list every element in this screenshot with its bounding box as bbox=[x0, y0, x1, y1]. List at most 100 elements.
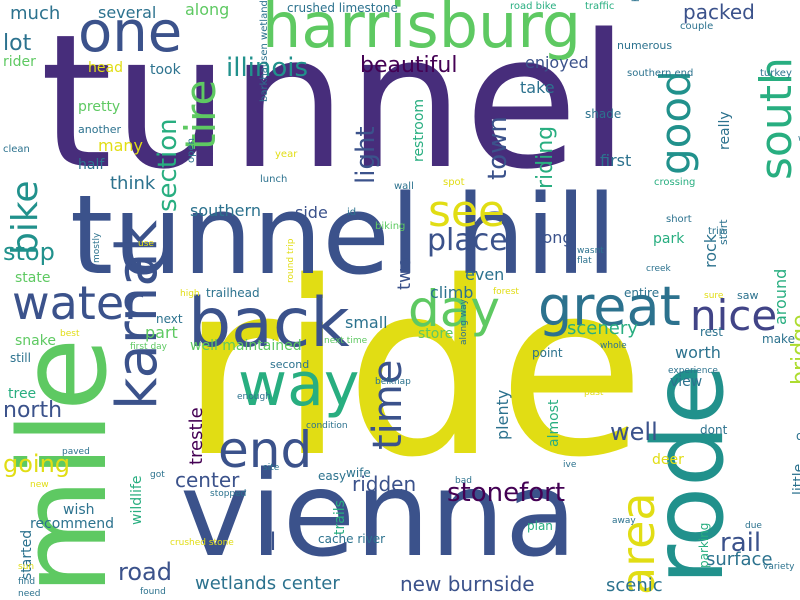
word-couple: couple bbox=[680, 21, 714, 32]
word-stopped: stopped bbox=[210, 489, 247, 499]
word-short: short bbox=[666, 214, 692, 225]
word-creek: creek bbox=[646, 264, 671, 274]
word-best: best bbox=[60, 329, 80, 339]
word-mostly: mostly bbox=[92, 232, 102, 263]
word-due: due bbox=[745, 521, 762, 531]
word-trails: trails bbox=[332, 500, 348, 535]
word-hour: hour bbox=[631, 0, 642, 2]
word-trip: trip bbox=[708, 226, 726, 237]
word-light: light bbox=[351, 126, 381, 184]
word-crushed-stone: crushed stone bbox=[170, 538, 234, 548]
word-ride: ride bbox=[180, 230, 646, 510]
word-enjoyed: enjoyed bbox=[525, 53, 589, 72]
word-wife: wife bbox=[346, 466, 371, 480]
word-much: much bbox=[10, 3, 61, 24]
word-water: water bbox=[12, 276, 144, 330]
word-well: well bbox=[610, 418, 658, 446]
word-clean: clean bbox=[3, 144, 30, 155]
word-started: started bbox=[19, 529, 35, 580]
word-scenic: scenic bbox=[606, 575, 663, 596]
word-time: time bbox=[365, 359, 411, 450]
word-il: il bbox=[263, 528, 277, 556]
word-surface: surface bbox=[706, 549, 773, 570]
word-two: two bbox=[394, 257, 415, 290]
word-cache-river: cache river bbox=[318, 532, 386, 546]
word-found: found bbox=[140, 587, 166, 597]
word-new-burnside: new burnside bbox=[400, 572, 535, 596]
word-beautiful: beautiful bbox=[360, 53, 458, 78]
word-numerous: numerous bbox=[617, 39, 673, 52]
word-packed: packed bbox=[683, 0, 755, 24]
word-plenty: plenty bbox=[493, 389, 512, 440]
word-paved: paved bbox=[62, 447, 90, 457]
word-got: got bbox=[150, 470, 165, 480]
word-tunnel-hill: tunnel hill bbox=[70, 171, 617, 299]
word-whole: whole bbox=[600, 341, 627, 351]
word-new: new bbox=[30, 480, 49, 490]
word-condition: condition bbox=[306, 421, 348, 431]
word-stonefort: stonefort bbox=[447, 478, 566, 508]
word-lunch: lunch bbox=[260, 174, 288, 185]
word-barkhausen-wetlands: barkhausen wetlands bbox=[259, 0, 270, 102]
word-great: great bbox=[538, 275, 681, 338]
word-nice: nice bbox=[690, 291, 778, 340]
word-sure: sure bbox=[704, 291, 724, 301]
word-state: state bbox=[15, 270, 51, 286]
word-experience: experience bbox=[668, 366, 718, 376]
word-id: id bbox=[347, 207, 357, 218]
word-crushed-limestone: crushed limestone bbox=[287, 1, 398, 15]
word-southern: southern bbox=[190, 201, 261, 220]
word-first: first bbox=[600, 151, 632, 170]
word-site: site bbox=[263, 463, 280, 473]
word-wasnt: wasnt bbox=[577, 246, 604, 256]
word-round-trip: round trip bbox=[286, 238, 296, 283]
word-take: take bbox=[520, 78, 555, 97]
word-stop: stop bbox=[3, 238, 55, 266]
word-scenery: scenery bbox=[567, 318, 638, 339]
word-year: year bbox=[275, 149, 298, 160]
word-second: second bbox=[270, 358, 310, 371]
word-end: end bbox=[218, 421, 313, 479]
word-lot: lot bbox=[3, 31, 32, 56]
word-wildlife: wildlife bbox=[129, 475, 145, 525]
word-parking: parking bbox=[697, 522, 711, 568]
word-one: one bbox=[78, 0, 183, 65]
word-see: see bbox=[428, 186, 506, 237]
word-store: store bbox=[418, 326, 454, 342]
word-park: park bbox=[653, 231, 685, 247]
word-pretty: pretty bbox=[78, 99, 121, 115]
word-saw: saw bbox=[737, 289, 759, 302]
word-almost: almost bbox=[546, 399, 562, 447]
word-make: make bbox=[762, 332, 795, 346]
word-tunnel: tunnel bbox=[40, 0, 630, 210]
word-riding: riding bbox=[533, 125, 558, 189]
word-think: think bbox=[110, 173, 156, 194]
word-past: past bbox=[584, 388, 604, 398]
word-spot: spot bbox=[443, 177, 465, 188]
word-biking: biking bbox=[375, 221, 406, 232]
word-tree: tree bbox=[8, 386, 37, 402]
word-southern-end: southern end bbox=[627, 68, 694, 79]
word-shade: shade bbox=[585, 107, 622, 121]
word-day: day bbox=[408, 280, 500, 338]
word-well-maintained: well maintained bbox=[190, 338, 302, 354]
word-along: along bbox=[185, 0, 230, 19]
word-place: place bbox=[427, 223, 508, 258]
word-illinois: illinois bbox=[226, 53, 309, 83]
word-entire: entire bbox=[624, 286, 660, 300]
word-next: next bbox=[156, 312, 183, 326]
word-dont: dont bbox=[700, 423, 728, 437]
word-going: going bbox=[3, 450, 71, 478]
word-ridden: ridden bbox=[352, 472, 417, 496]
word-use: use bbox=[138, 239, 154, 249]
word-center: center bbox=[175, 468, 240, 492]
word-snake: snake bbox=[15, 333, 56, 349]
word-next-time: next time bbox=[324, 336, 368, 346]
word-head: head bbox=[88, 60, 123, 76]
word-traffic: traffic bbox=[585, 1, 615, 12]
word-around: around bbox=[771, 268, 790, 325]
word-trestle: trestle bbox=[186, 407, 207, 465]
word-belknap: belknap bbox=[375, 377, 411, 387]
word-small: small bbox=[345, 313, 388, 332]
